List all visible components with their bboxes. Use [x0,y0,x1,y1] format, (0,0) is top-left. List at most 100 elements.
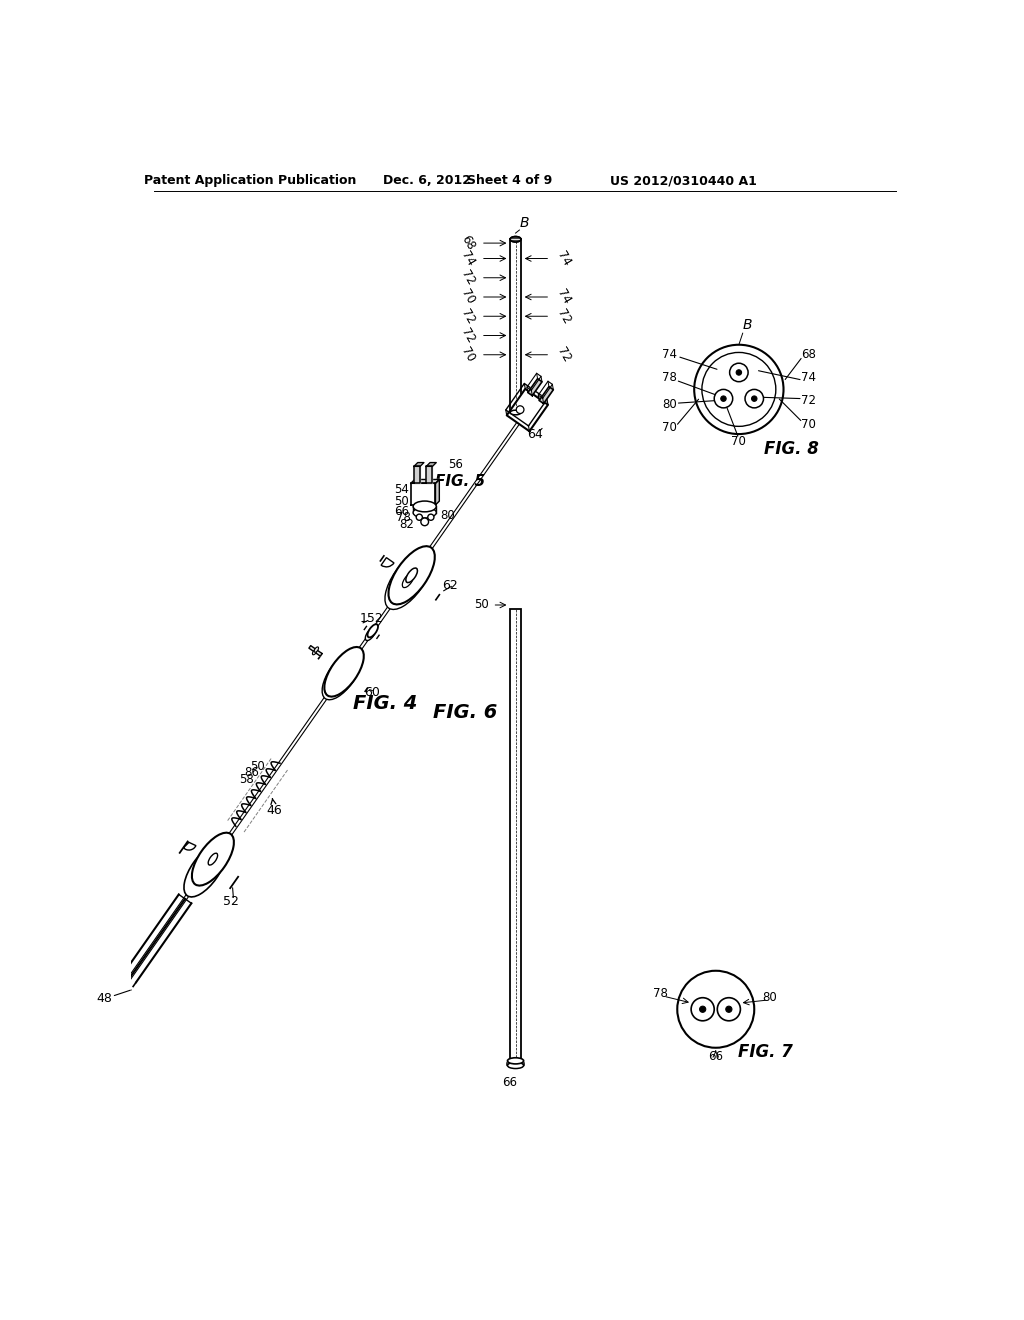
Polygon shape [411,483,435,506]
Polygon shape [507,389,548,432]
Text: 70: 70 [663,421,677,434]
Polygon shape [414,462,424,466]
Text: 70: 70 [459,288,477,306]
Circle shape [421,517,429,525]
Text: FIG. 5: FIG. 5 [435,474,485,490]
Circle shape [699,1006,706,1012]
Text: 52: 52 [223,895,240,908]
Text: 46: 46 [266,799,283,817]
Circle shape [691,998,714,1020]
Text: 70: 70 [801,417,815,430]
Bar [510,609,521,1061]
Polygon shape [309,645,323,656]
Polygon shape [426,466,432,483]
Text: 74: 74 [554,248,572,268]
Circle shape [726,1006,732,1012]
Text: 72: 72 [459,268,477,288]
Ellipse shape [366,627,376,640]
Text: 86: 86 [244,767,259,780]
Circle shape [730,363,749,381]
Text: 60: 60 [365,686,380,698]
Circle shape [416,513,422,520]
Text: 66: 66 [709,1051,723,1064]
Text: 62: 62 [442,578,458,591]
Ellipse shape [510,236,521,242]
Ellipse shape [323,651,361,700]
Ellipse shape [510,236,521,242]
Text: 78: 78 [663,371,677,384]
Text: 80: 80 [440,510,456,523]
Ellipse shape [508,1063,523,1069]
Circle shape [714,389,733,408]
Text: 50: 50 [394,495,409,508]
Wedge shape [183,842,196,850]
Ellipse shape [184,843,226,896]
Text: 152: 152 [360,612,384,624]
Text: 54: 54 [394,483,409,496]
Text: B: B [742,318,753,331]
Text: Dec. 6, 2012: Dec. 6, 2012 [383,174,471,187]
Ellipse shape [314,647,318,652]
Ellipse shape [368,624,378,638]
Text: 48: 48 [96,993,112,1006]
Ellipse shape [191,833,233,886]
Ellipse shape [312,649,316,655]
Polygon shape [426,462,436,466]
Text: Patent Application Publication: Patent Application Publication [143,174,356,187]
Circle shape [752,396,757,401]
Text: 66: 66 [394,504,410,517]
Text: 66: 66 [502,1076,517,1089]
Text: 80: 80 [663,399,677,412]
Ellipse shape [413,507,436,517]
Text: 74: 74 [801,371,816,384]
Circle shape [736,370,741,375]
Ellipse shape [413,502,436,512]
Wedge shape [381,557,394,566]
Ellipse shape [510,411,521,414]
Text: 68: 68 [459,234,477,253]
Text: 72: 72 [459,306,477,326]
Text: 80: 80 [762,991,777,1005]
Text: 72: 72 [554,345,572,364]
Ellipse shape [388,546,435,605]
Text: 56: 56 [449,458,463,471]
Text: 72: 72 [801,395,816,408]
Polygon shape [414,466,420,483]
Text: 78: 78 [653,987,668,1001]
Text: 78: 78 [396,511,412,524]
Polygon shape [411,479,439,483]
Ellipse shape [508,1057,523,1064]
Circle shape [701,352,776,426]
Text: B: B [519,216,529,230]
Text: 70: 70 [459,345,477,364]
Bar [510,239,521,412]
Text: FIG. 4: FIG. 4 [353,694,418,714]
Text: 72: 72 [554,306,572,326]
Circle shape [677,970,755,1048]
Text: US 2012/0310440 A1: US 2012/0310440 A1 [610,174,757,187]
Polygon shape [527,379,542,396]
Text: FIG. 8: FIG. 8 [764,441,818,458]
Text: FIG. 7: FIG. 7 [738,1043,794,1060]
Circle shape [721,396,726,401]
Text: 58: 58 [239,774,253,787]
Ellipse shape [402,573,414,587]
Circle shape [516,405,524,413]
Text: 50: 50 [474,598,488,611]
Text: 68: 68 [801,348,815,362]
Text: 72: 72 [459,326,477,346]
Text: FIG. 6: FIG. 6 [433,704,498,722]
Ellipse shape [406,568,418,582]
Text: 74: 74 [459,248,477,268]
Ellipse shape [325,647,364,697]
Ellipse shape [385,552,431,610]
Polygon shape [540,387,553,404]
Text: 50: 50 [250,760,265,774]
Text: Sheet 4 of 9: Sheet 4 of 9 [467,174,552,187]
Circle shape [694,345,783,434]
Circle shape [717,998,740,1020]
Text: 74: 74 [663,348,677,362]
Polygon shape [435,479,439,506]
Text: 70: 70 [731,436,746,449]
Ellipse shape [208,853,218,865]
